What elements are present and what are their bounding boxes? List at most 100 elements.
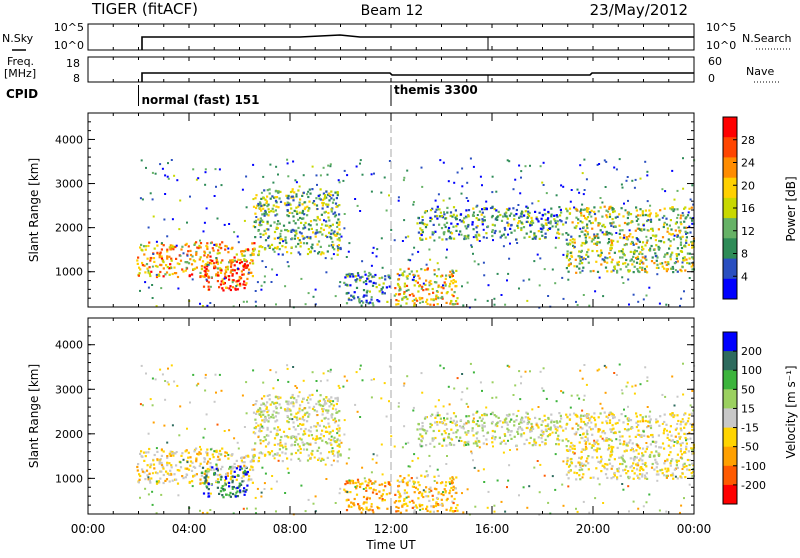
power-echo (348, 273, 350, 275)
velocity-echo (648, 415, 650, 417)
velocity-echo (338, 410, 340, 412)
velocity-echo (477, 420, 479, 422)
velocity-echo (482, 429, 484, 431)
velocity-echo (682, 442, 684, 444)
power-echo (582, 258, 584, 260)
velocity-echo (421, 372, 423, 374)
power-echo (641, 269, 643, 271)
velocity-echo (232, 486, 234, 488)
power-echo (691, 243, 693, 245)
velocity-echo (444, 491, 446, 493)
velocity-echo (618, 457, 620, 459)
velocity-echo (220, 490, 222, 492)
velocity-echo (550, 428, 552, 430)
power-echo (595, 219, 597, 221)
velocity-echo (575, 508, 577, 510)
power-echo (417, 251, 419, 253)
velocity-echo (344, 376, 346, 378)
power-echo (161, 255, 163, 257)
velocity-echo (654, 459, 656, 461)
power-echo (669, 245, 671, 247)
power-echo (619, 237, 621, 239)
velocity-echo (678, 433, 680, 435)
velocity-echo (580, 426, 582, 428)
velocity-echo (160, 494, 162, 496)
power-echo (232, 259, 234, 261)
power-echo (225, 287, 227, 289)
velocity-echo (456, 504, 458, 506)
power-echo (317, 216, 319, 218)
velocity-echo (335, 408, 337, 410)
velocity-echo (562, 440, 564, 442)
velocity-echo (333, 455, 335, 457)
power-echo (215, 186, 217, 188)
power-echo (290, 231, 292, 233)
power-echo (365, 280, 367, 282)
power-echo (677, 260, 679, 262)
power-echo (209, 252, 211, 254)
velocity-echo (384, 485, 386, 487)
velocity-echo (472, 414, 474, 416)
power-echo (611, 207, 613, 209)
velocity-echo (335, 420, 337, 422)
power-echo (425, 238, 427, 240)
power-echo (199, 303, 201, 305)
velocity-echo (426, 506, 428, 508)
velocity-echo (280, 407, 282, 409)
velocity-echo (636, 468, 638, 470)
power-echo (247, 264, 249, 266)
power-echo (338, 213, 340, 215)
power-echo (245, 176, 247, 178)
velocity-echo (586, 416, 588, 418)
power-echo (480, 176, 482, 178)
power-echo (189, 196, 191, 198)
velocity-echo (378, 491, 380, 493)
power-echo (507, 234, 509, 236)
velocity-echo (680, 444, 682, 446)
velocity-echo (217, 424, 219, 426)
power-echo (587, 208, 589, 210)
velocity-echo (440, 504, 442, 506)
power-echo (338, 179, 340, 181)
velocity-echo (617, 447, 619, 449)
power-echo (378, 284, 380, 286)
power-echo (611, 259, 613, 261)
velocity-echo (332, 439, 334, 441)
velocity-echo (275, 396, 277, 398)
power-echo (361, 305, 363, 307)
power-echo (199, 240, 201, 242)
velocity-echo (680, 505, 682, 507)
power-echo (171, 260, 173, 262)
velocity-echo (656, 480, 658, 482)
velocity-echo (666, 459, 668, 461)
velocity-echo (313, 425, 315, 427)
velocity-echo (453, 502, 455, 504)
power-echo (137, 263, 139, 265)
velocity-echo (457, 429, 459, 431)
power-echo (430, 298, 432, 300)
power-echo (306, 214, 308, 216)
freq-label-2: [MHz] (4, 67, 36, 80)
velocity-echo (418, 492, 420, 494)
power-echo (325, 220, 327, 222)
velocity-echo (357, 411, 359, 413)
power-echo (237, 236, 239, 238)
power-echo (411, 270, 413, 272)
power-echo (432, 288, 434, 290)
velocity-echo (680, 421, 682, 423)
velocity-echo (541, 441, 543, 443)
power-echo (417, 217, 419, 219)
velocity-echo (671, 458, 673, 460)
power-echo (234, 269, 236, 271)
power-echo (287, 261, 289, 263)
velocity-echo (140, 450, 142, 452)
power-echo (507, 209, 509, 211)
power-echo (608, 208, 610, 210)
power-echo (252, 254, 254, 256)
velocity-echo (591, 416, 593, 418)
power-echo (334, 192, 336, 194)
velocity-echo (318, 401, 320, 403)
velocity-echo (398, 496, 400, 498)
power-echo (170, 248, 172, 250)
velocity-echo (437, 504, 439, 506)
